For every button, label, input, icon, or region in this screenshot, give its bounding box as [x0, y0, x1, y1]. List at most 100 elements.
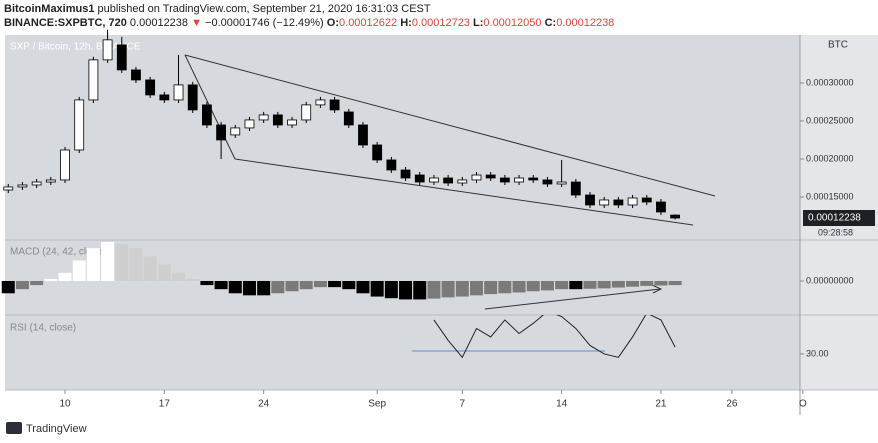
candle-body: [102, 39, 113, 61]
macd-bar: [569, 280, 583, 290]
macd-bar: [101, 242, 115, 281]
macd-bar: [129, 248, 143, 281]
candle-body: [202, 104, 212, 126]
candle-body: [230, 127, 241, 136]
h: 0.00012723: [411, 17, 470, 29]
macd-bar: [257, 280, 271, 296]
y-tick-label: 0.00000000: [806, 275, 854, 285]
candle-body: [485, 174, 496, 179]
macd-bar: [328, 280, 342, 288]
macd-bar: [512, 280, 526, 293]
x-tick-label: 10: [59, 399, 71, 410]
candle-body: [74, 99, 85, 151]
macd-bar: [370, 280, 384, 297]
x-tick-label: 24: [258, 399, 270, 410]
l-label: L:: [473, 17, 484, 29]
macd-bar: [455, 280, 469, 297]
candle-body: [542, 179, 553, 185]
candle-body: [627, 197, 638, 206]
candle-body: [45, 179, 56, 183]
candle-body: [670, 214, 681, 219]
macd-bar: [413, 280, 427, 300]
candle-body: [656, 201, 666, 213]
candle-body: [31, 181, 42, 186]
candle-body: [159, 94, 170, 101]
candle-body: [343, 111, 354, 126]
o: 0.00012622: [339, 17, 398, 29]
trendline: [234, 158, 694, 226]
macd-bar: [186, 278, 200, 281]
candle-body: [414, 174, 425, 183]
candle-body: [116, 44, 127, 71]
candle-body: [187, 84, 198, 111]
trendline: [184, 54, 716, 197]
brand: TradingView: [26, 423, 87, 435]
macd-bar: [172, 272, 186, 281]
macd-bar: [285, 280, 299, 292]
legend: SXP / Bitcoin, 12h, BINANCE: [10, 42, 141, 53]
macd-bar: [200, 280, 214, 286]
author: BitcoinMaximus1: [4, 3, 95, 15]
rsi-line: [433, 315, 676, 359]
candle-body: [173, 84, 184, 101]
candle-body: [585, 194, 595, 206]
published: published on TradingView.com, September …: [97, 3, 431, 15]
y-tick-label: 0.00020000: [806, 153, 854, 163]
macd-bar: [1, 280, 15, 294]
candle-body: [258, 114, 269, 121]
candle-body: [301, 104, 312, 121]
last: 0.00012238: [129, 17, 189, 29]
candle-body: [17, 184, 28, 188]
candle-body: [272, 114, 283, 126]
candle-body: [244, 119, 255, 129]
candle-body: [613, 199, 624, 206]
macd-bar: [58, 272, 72, 281]
macd-bar: [484, 280, 498, 295]
macd-bar: [427, 280, 441, 299]
macd-bar: [555, 280, 569, 290]
macd-bar: [384, 280, 398, 299]
candle-body: [315, 99, 326, 106]
change: −0.00001746 (−12.49%): [205, 17, 324, 29]
macd-bar: [526, 280, 540, 292]
candle-body: [514, 177, 524, 183]
macd-bar: [242, 280, 256, 296]
macd-bar: [299, 280, 313, 290]
macd-bar: [640, 280, 654, 286]
plot-background: [5, 35, 800, 390]
macd-bar: [313, 280, 327, 288]
macd-bar: [469, 280, 483, 296]
macd-bar: [654, 280, 668, 286]
macd-bar: [15, 280, 29, 290]
macd-bar: [342, 280, 356, 290]
header-line: BINANCE:SXPBTC, 720 0.00012238 ▼ −0.0000…: [4, 16, 614, 30]
macd-bar: [441, 280, 455, 298]
macd-bar: [540, 280, 554, 291]
candle-body: [443, 177, 454, 184]
candle-body: [386, 159, 397, 171]
o-label: O:: [326, 17, 340, 29]
candle-body: [329, 99, 340, 111]
candle-body: [60, 149, 70, 181]
candle-body: [429, 177, 439, 183]
macd-bar: [399, 280, 413, 300]
c: 0.00012238: [556, 17, 615, 29]
candle-body: [471, 174, 482, 181]
candle-body: [457, 179, 468, 184]
candle-body: [528, 177, 539, 181]
rsi-title: RSI (14, close): [10, 323, 76, 334]
x-tick-label: 26: [726, 399, 738, 410]
candle-body: [88, 59, 99, 101]
macd-bar: [626, 280, 640, 287]
macd-bar: [271, 280, 285, 294]
macd-bar: [583, 280, 597, 289]
x-tick-label: Sep: [368, 399, 386, 410]
h-label: H:: [400, 17, 412, 29]
arrow: ▼: [191, 17, 202, 29]
macd-title: MACD (24, 42, close): [10, 247, 106, 258]
candle-body: [400, 169, 411, 179]
macd-bar: [356, 280, 370, 294]
x-tick-label: O: [799, 399, 807, 410]
x-tick-label: 17: [159, 399, 171, 410]
